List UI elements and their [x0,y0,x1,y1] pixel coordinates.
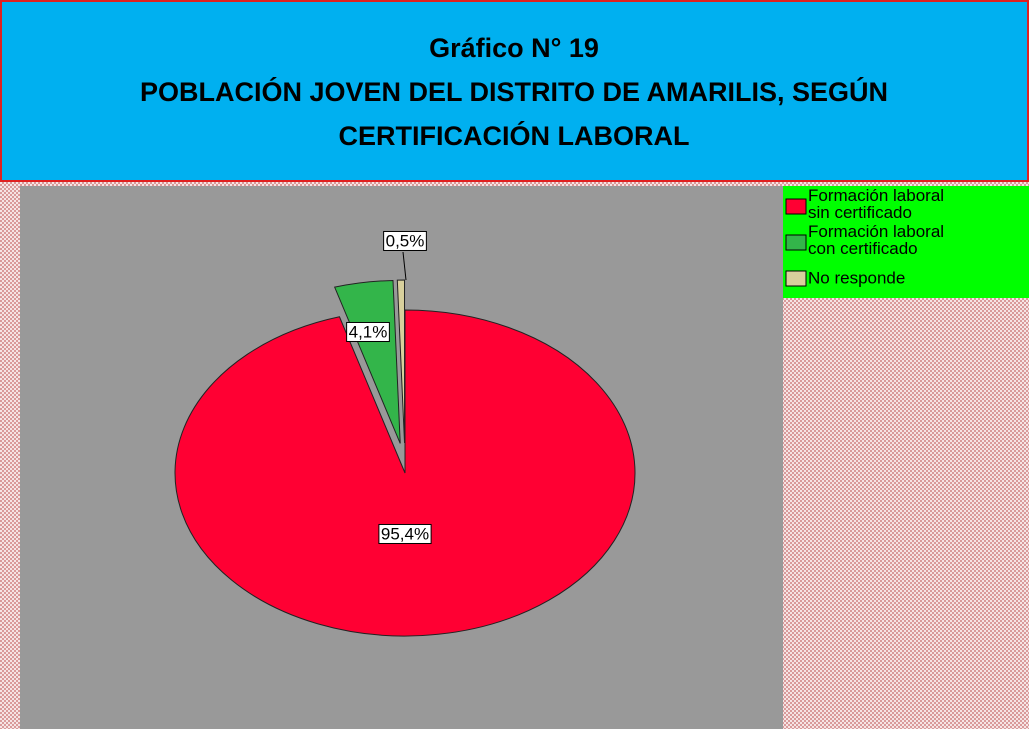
value-label: 95,4% [381,524,429,543]
legend-label: Formación laboral sin certificado [808,186,944,222]
legend-swatch [785,198,807,215]
value-label-box [383,230,427,251]
legend-label: Formación laboral con certificado [808,222,944,258]
legend-box [783,186,1029,298]
pie-slice [174,309,636,637]
value-label-box [378,523,432,544]
plot-area [20,186,783,729]
pie-slice [333,279,401,444]
legend-swatch [785,234,807,251]
value-label: 4,1% [349,322,388,341]
legend-label: No responde [808,268,905,287]
legend-swatch [785,270,807,287]
chart-title: CERTIFICACIÓN LABORAL [339,120,690,151]
leader-line [402,251,407,281]
chart-title: POBLACIÓN JOVEN DEL DISTRITO DE AMARILIS… [140,76,888,107]
value-label-box [346,321,390,342]
value-label: 0,5% [386,231,425,250]
header [0,0,1029,182]
chart-title: Gráfico N° 19 [429,33,599,63]
pie-slice [396,279,406,444]
